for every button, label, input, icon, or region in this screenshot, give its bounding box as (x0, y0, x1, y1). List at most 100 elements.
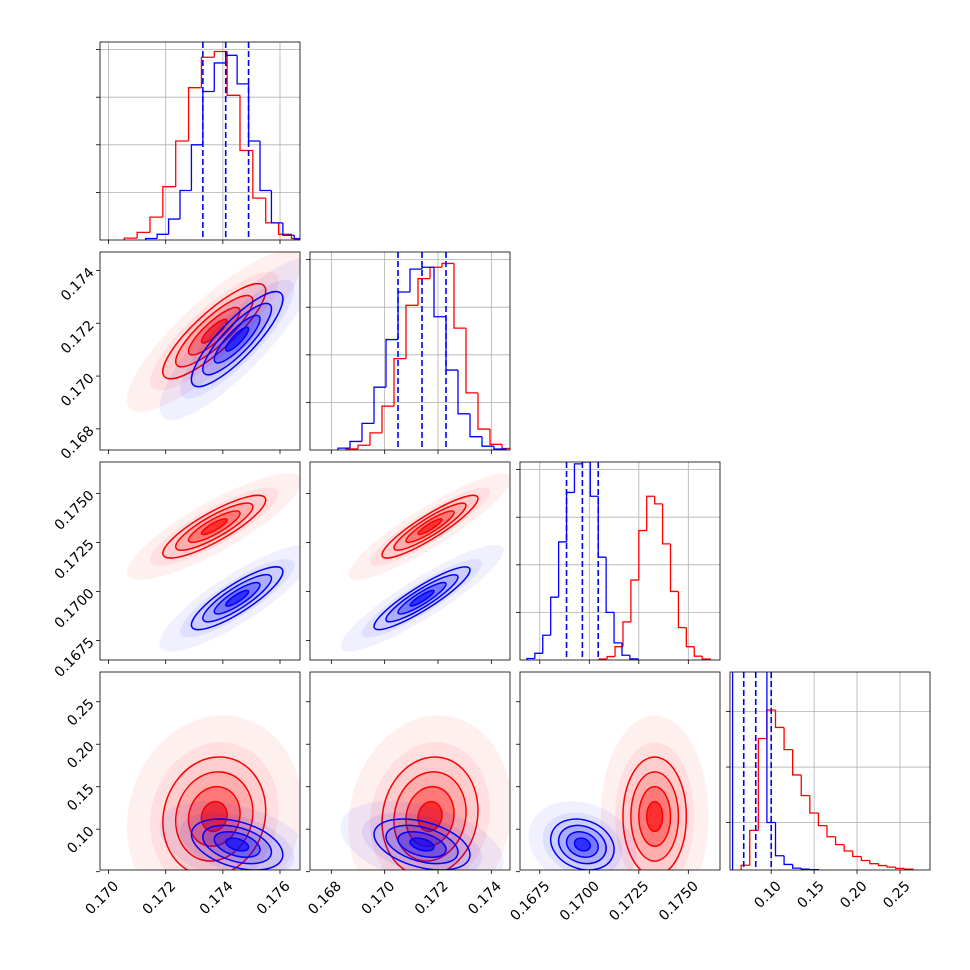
histogram-bin (441, 262, 454, 268)
contour (393, 502, 467, 551)
histogram-bin (783, 855, 793, 866)
contour (174, 502, 254, 551)
y-tick-label: 0.1700 (52, 586, 98, 632)
contour (224, 326, 250, 352)
histogram-bin (605, 557, 615, 614)
histogram-bin (766, 672, 776, 824)
histogram-bin (202, 90, 215, 145)
histogram-bin (190, 144, 203, 191)
x-tick-label: 0.20 (837, 878, 870, 911)
panel (528, 715, 709, 870)
histogram-bin (869, 860, 879, 865)
contour (385, 824, 459, 865)
x-tick-label: 0.170 (359, 878, 399, 918)
x-tick-label: 0.1750 (656, 878, 702, 924)
histogram-bin (669, 543, 679, 593)
histogram-bin (630, 579, 639, 622)
histogram-bin (800, 774, 810, 797)
x-tick-label: 0.176 (254, 878, 294, 918)
histogram-bin (800, 868, 810, 870)
histogram-bin (886, 865, 896, 868)
histogram-bin (409, 268, 422, 292)
histogram-bin (277, 222, 292, 235)
density-fill (574, 838, 591, 851)
density-fill (225, 327, 249, 352)
histogram-bin (860, 856, 870, 862)
x-tick-label: 0.1675 (507, 878, 553, 924)
histogram-bin (809, 795, 819, 814)
y-tick-label: 0.25 (64, 696, 97, 729)
histogram-bin (421, 266, 434, 270)
histogram-bin (589, 462, 599, 497)
contour (638, 785, 672, 847)
panel-frame (99, 671, 301, 871)
histogram-bin (597, 496, 607, 558)
histogram-bin (501, 444, 510, 450)
panel (520, 462, 720, 660)
density-fill (418, 801, 443, 832)
panel-frame (309, 671, 511, 871)
density-fill (201, 319, 228, 344)
contour (417, 800, 443, 833)
contour (200, 518, 228, 536)
histogram-bin (162, 186, 176, 218)
x-tick-label: 0.10 (751, 878, 784, 911)
contour (224, 837, 250, 852)
histogram-bin (654, 496, 663, 505)
histogram-bin (259, 141, 272, 192)
histogram-bin (526, 657, 535, 660)
histogram-bin (817, 812, 827, 827)
x-tick-label: 0.172 (140, 878, 180, 918)
panel-frame (309, 461, 511, 661)
histogram-bin (385, 338, 398, 388)
histogram-bin (465, 328, 478, 394)
histogram-bin (433, 267, 446, 318)
histogram-bin (646, 495, 655, 531)
y-tick-label: 0.20 (64, 739, 97, 772)
contour (202, 302, 273, 376)
histogram-bin (397, 291, 410, 340)
histogram-bin (783, 727, 793, 751)
contour (630, 771, 680, 862)
y-tick-label: 0.1725 (52, 537, 98, 583)
contour (373, 566, 471, 631)
histogram-bin (200, 56, 215, 88)
histogram-bin (373, 386, 386, 424)
histogram-bin (429, 266, 442, 279)
contour (397, 831, 447, 859)
histogram-bin (405, 304, 418, 359)
y-tick-label: 0.174 (58, 265, 98, 305)
contour (190, 566, 284, 631)
histogram-bin (740, 864, 750, 870)
histogram-bin (136, 231, 150, 239)
histogram-bin (693, 646, 703, 657)
histogram-bin (175, 140, 189, 187)
density-fill (417, 518, 442, 535)
x-tick-label: 0.15 (794, 878, 827, 911)
panel (730, 672, 930, 870)
histogram-bin (252, 150, 266, 199)
density-fill (201, 801, 228, 832)
histogram-bin (774, 822, 785, 857)
contour (405, 510, 455, 544)
histogram-bin (629, 655, 639, 660)
histogram-bin (357, 444, 370, 449)
panel-frame (519, 671, 721, 871)
contour (417, 518, 443, 536)
histogram-bin (638, 529, 647, 581)
histogram-bin (369, 432, 382, 446)
histogram-bin (187, 87, 202, 141)
contour (409, 589, 435, 607)
histogram-bin (213, 62, 226, 92)
contour (202, 573, 273, 623)
histogram-bin (453, 263, 466, 329)
histogram-bin (337, 447, 350, 450)
histogram-bin (606, 655, 616, 660)
histogram-bin (557, 541, 567, 598)
contour (373, 818, 471, 870)
histogram-bin (457, 370, 470, 415)
histogram-bin (826, 825, 836, 838)
contour (565, 831, 599, 859)
histogram-bin (265, 198, 279, 224)
histogram-bin (677, 591, 687, 629)
